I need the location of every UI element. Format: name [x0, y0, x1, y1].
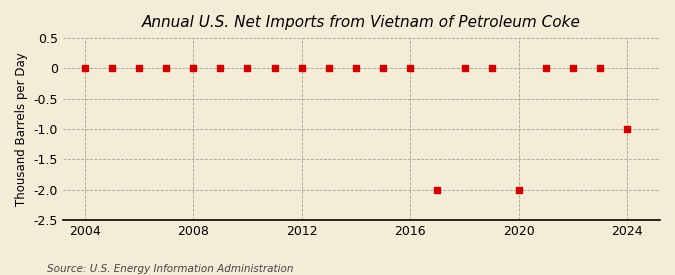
Point	[134, 66, 144, 71]
Text: Source: U.S. Energy Information Administration: Source: U.S. Energy Information Administ…	[47, 264, 294, 274]
Point	[595, 66, 605, 71]
Title: Annual U.S. Net Imports from Vietnam of Petroleum Coke: Annual U.S. Net Imports from Vietnam of …	[142, 15, 581, 30]
Point	[568, 66, 578, 71]
Point	[161, 66, 171, 71]
Point	[378, 66, 389, 71]
Point	[459, 66, 470, 71]
Point	[350, 66, 361, 71]
Point	[188, 66, 198, 71]
Y-axis label: Thousand Barrels per Day: Thousand Barrels per Day	[15, 52, 28, 206]
Point	[514, 188, 524, 192]
Point	[486, 66, 497, 71]
Point	[269, 66, 280, 71]
Point	[79, 66, 90, 71]
Point	[296, 66, 307, 71]
Point	[52, 66, 63, 71]
Point	[405, 66, 416, 71]
Point	[323, 66, 334, 71]
Point	[215, 66, 225, 71]
Point	[242, 66, 253, 71]
Point	[541, 66, 551, 71]
Point	[432, 188, 443, 192]
Point	[622, 127, 633, 131]
Point	[107, 66, 117, 71]
